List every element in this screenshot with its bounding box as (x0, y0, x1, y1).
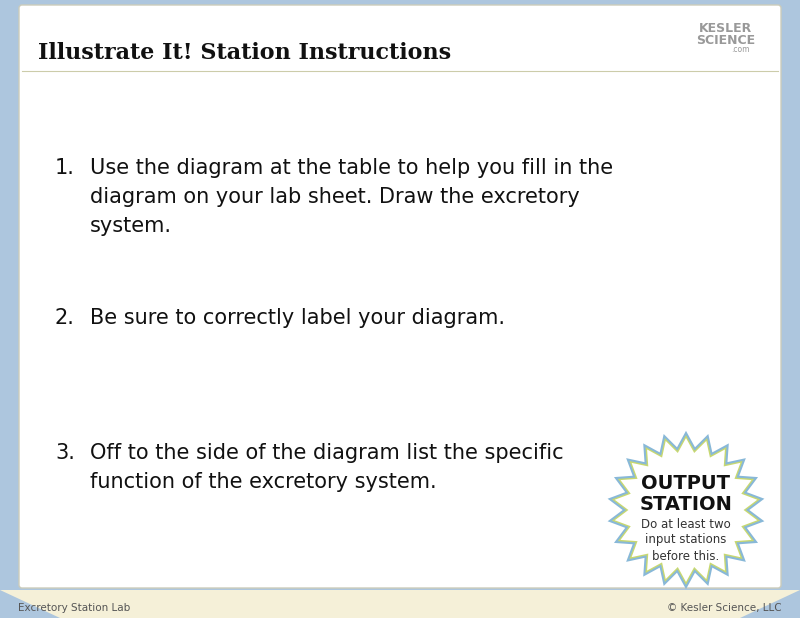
Text: Excretory Station Lab: Excretory Station Lab (18, 603, 130, 613)
Text: Off to the side of the diagram list the specific
function of the excretory syste: Off to the side of the diagram list the … (90, 443, 564, 492)
Polygon shape (612, 435, 760, 585)
Text: 2.: 2. (55, 308, 75, 328)
Polygon shape (740, 590, 800, 618)
Text: Do at least two
input stations
before this.: Do at least two input stations before th… (641, 517, 731, 562)
Polygon shape (0, 590, 60, 618)
Text: OUTPUT
STATION: OUTPUT STATION (639, 474, 733, 514)
Polygon shape (0, 590, 800, 618)
Text: Use the diagram at the table to help you fill in the
diagram on your lab sheet. : Use the diagram at the table to help you… (90, 158, 613, 235)
Text: .com: .com (730, 44, 750, 54)
Polygon shape (608, 431, 764, 589)
Text: SCIENCE: SCIENCE (697, 33, 755, 46)
Text: 3.: 3. (55, 443, 75, 463)
Text: 1.: 1. (55, 158, 75, 178)
Text: Illustrate It! Station Instructions: Illustrate It! Station Instructions (38, 42, 451, 64)
Text: Be sure to correctly label your diagram.: Be sure to correctly label your diagram. (90, 308, 505, 328)
FancyBboxPatch shape (19, 5, 781, 588)
Text: KESLER: KESLER (699, 22, 753, 35)
Text: © Kesler Science, LLC: © Kesler Science, LLC (667, 603, 782, 613)
Polygon shape (614, 438, 758, 582)
